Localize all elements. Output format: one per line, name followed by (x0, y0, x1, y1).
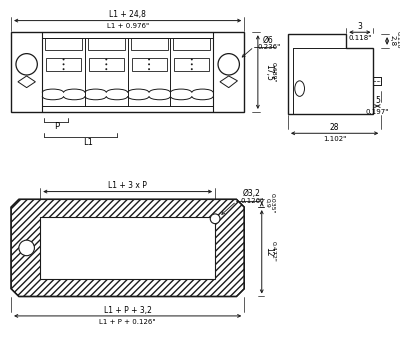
Text: 5: 5 (375, 96, 380, 105)
Text: L1 + 0.976": L1 + 0.976" (107, 23, 149, 29)
Circle shape (62, 68, 64, 70)
Text: Ø3,2: Ø3,2 (243, 189, 261, 198)
Text: Ø6: Ø6 (262, 35, 273, 45)
Circle shape (148, 63, 150, 65)
Text: P: P (54, 122, 59, 131)
Text: 0.035": 0.035" (270, 193, 274, 213)
Circle shape (62, 58, 64, 61)
Text: 3: 3 (358, 22, 362, 31)
Bar (132, 57, 166, 71)
Text: 0.118": 0.118" (348, 35, 372, 41)
Circle shape (191, 58, 193, 61)
Text: 0.126": 0.126" (240, 198, 264, 204)
Bar (11, 32, 244, 112)
Text: 17,5: 17,5 (265, 64, 274, 80)
Circle shape (16, 53, 37, 75)
Circle shape (218, 53, 240, 75)
Text: L1 + P + 3,2: L1 + P + 3,2 (104, 306, 152, 315)
Bar (130, 38, 168, 50)
Bar (45, 38, 82, 50)
Bar (40, 217, 215, 279)
Text: 0.689": 0.689" (270, 62, 276, 82)
Circle shape (105, 63, 107, 65)
Text: 1.102": 1.102" (323, 136, 346, 142)
Text: 0.197": 0.197" (366, 109, 389, 115)
Bar (88, 38, 125, 50)
Text: 12: 12 (265, 247, 274, 257)
Polygon shape (11, 199, 244, 297)
Bar (174, 57, 209, 71)
Circle shape (148, 58, 150, 61)
Text: 0.236": 0.236" (258, 44, 281, 50)
Text: L1 + 3 x P: L1 + 3 x P (108, 181, 147, 190)
Text: 2,8: 2,8 (390, 35, 396, 47)
Text: L1 + 24,8: L1 + 24,8 (109, 10, 146, 19)
Bar (89, 57, 124, 71)
Bar (46, 57, 81, 71)
Text: L1 + P + 0.126": L1 + P + 0.126" (100, 319, 156, 325)
Circle shape (62, 63, 64, 65)
Ellipse shape (295, 81, 304, 96)
Polygon shape (288, 34, 374, 114)
Circle shape (210, 214, 220, 224)
Polygon shape (220, 76, 238, 88)
Circle shape (191, 63, 193, 65)
Text: 0.472": 0.472" (270, 241, 276, 262)
Text: L1: L1 (84, 137, 93, 147)
Circle shape (19, 240, 34, 256)
Text: 0.110": 0.110" (396, 31, 400, 51)
Bar (173, 38, 210, 50)
Text: 0,9: 0,9 (265, 198, 270, 208)
Circle shape (148, 68, 150, 70)
Circle shape (105, 58, 107, 61)
Text: 28: 28 (330, 123, 339, 132)
Polygon shape (18, 76, 35, 88)
Circle shape (191, 68, 193, 70)
Circle shape (105, 68, 107, 70)
